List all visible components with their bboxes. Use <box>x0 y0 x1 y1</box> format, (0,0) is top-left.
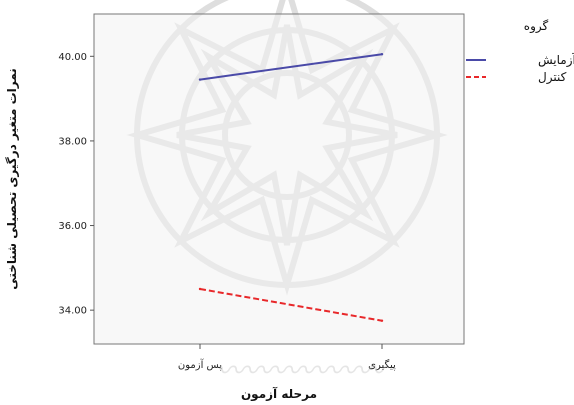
y-axis-title: نمرات متغیر درگیری تحصیلی شناختی <box>5 68 19 290</box>
y-tick-label: 38.00 <box>58 136 87 147</box>
series-point-0-0 <box>198 78 202 81</box>
legend-label-control: کنترل <box>538 70 567 85</box>
watermark-text: 〰〰〰〰〰〰 <box>216 354 388 387</box>
series-line-1 <box>199 288 383 322</box>
y-tick-label: 36.00 <box>58 221 87 232</box>
x-axis-title: مرحله آزمون <box>241 386 317 402</box>
legend: گروه آزمایش کنترل <box>466 19 574 85</box>
legend-title: گروه <box>524 19 549 34</box>
y-axis: 34.00 36.00 38.00 40.00 <box>58 52 94 317</box>
series-line-0 <box>199 53 383 81</box>
series-point-1-0 <box>198 287 202 291</box>
plot-area <box>93 13 465 345</box>
x-axis: پس آزمون پیگیری <box>178 344 396 371</box>
series-point-1-1 <box>380 319 384 322</box>
series-point-0-1 <box>380 52 384 56</box>
legend-label-experiment: آزمایش <box>538 52 574 68</box>
y-tick-label: 34.00 <box>58 306 87 317</box>
x-tick-label: پس آزمون <box>178 358 222 371</box>
x-tick-label: پیگیری <box>368 359 396 371</box>
y-tick-label: 40.00 <box>58 52 87 63</box>
series-layer <box>198 52 384 322</box>
